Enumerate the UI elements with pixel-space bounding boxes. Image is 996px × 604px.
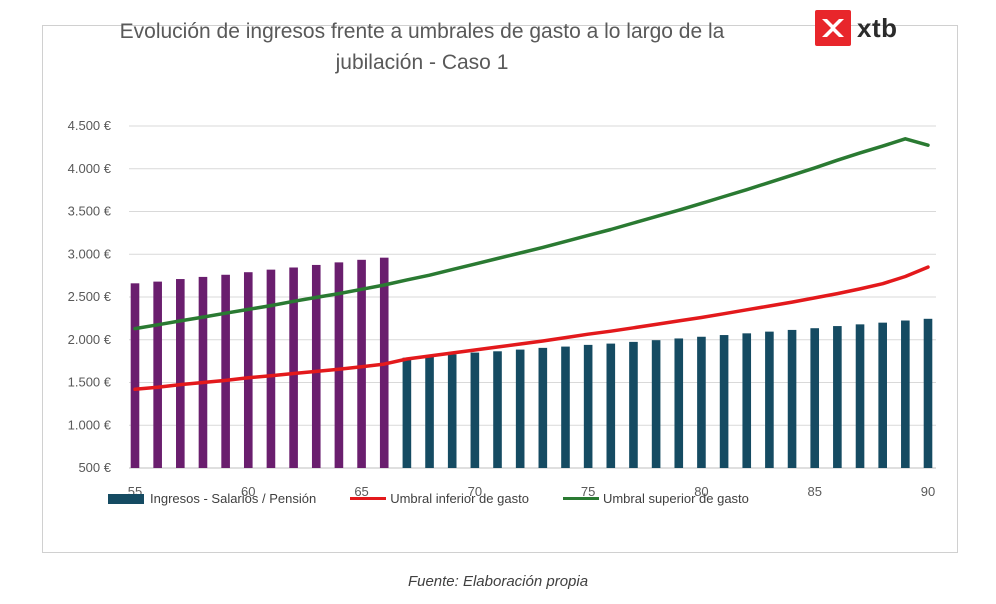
income-bar bbox=[198, 276, 208, 468]
income-bar bbox=[742, 333, 752, 468]
y-tick-label: 1.000 € bbox=[68, 417, 112, 432]
income-bars bbox=[130, 257, 933, 468]
income-bar bbox=[402, 357, 412, 468]
income-bar bbox=[629, 341, 638, 468]
income-bar bbox=[447, 354, 457, 468]
income-bar bbox=[538, 347, 548, 468]
legend-label-upper-threshold: Umbral superior de gasto bbox=[602, 491, 749, 506]
income-bar bbox=[606, 343, 616, 468]
x-tick-label: 80 bbox=[694, 484, 708, 499]
income-bar bbox=[289, 267, 298, 468]
income-bar bbox=[583, 344, 593, 468]
income-bar bbox=[697, 336, 706, 468]
x-tick-label: 65 bbox=[354, 484, 368, 499]
income-bar bbox=[493, 351, 502, 468]
income-bar bbox=[810, 328, 820, 468]
brand-name: xtb bbox=[857, 12, 898, 43]
income-bar bbox=[765, 331, 774, 468]
income-bar bbox=[266, 269, 276, 468]
legend-swatch-upper-threshold bbox=[562, 497, 599, 500]
y-tick-label: 3.000 € bbox=[68, 246, 112, 261]
y-tick-label: 500 € bbox=[78, 460, 111, 475]
legend-label-lower-threshold: Umbral inferior de gasto bbox=[390, 491, 529, 506]
xtb-logo-icon bbox=[815, 10, 851, 46]
income-bar bbox=[901, 320, 910, 468]
legend-item-income: Ingresos - Salarios / Pensión bbox=[108, 491, 316, 506]
y-tick-label: 1.500 € bbox=[68, 375, 112, 390]
brand-logo: xtb bbox=[815, 10, 898, 46]
x-tick-label: 70 bbox=[468, 484, 482, 499]
income-bar bbox=[311, 264, 321, 468]
income-bar bbox=[176, 279, 185, 468]
income-bar bbox=[470, 352, 480, 468]
y-axis-ticks: 500 € 1.000 € 1.500 € 2.000 € 2.500 € 3.000 €… bbox=[68, 118, 112, 475]
income-bar bbox=[153, 281, 162, 468]
income-bar bbox=[357, 259, 366, 468]
upper-threshold-line bbox=[133, 137, 930, 331]
y-tick-label: 4.500 € bbox=[68, 118, 112, 133]
legend-item-upper-threshold: Umbral superior de gasto bbox=[562, 491, 749, 506]
y-tick-label: 4.000 € bbox=[68, 161, 112, 176]
income-bar bbox=[651, 340, 661, 468]
x-tick-label: 85 bbox=[807, 484, 821, 499]
y-tick-label: 3.500 € bbox=[68, 204, 112, 219]
grid-lines bbox=[129, 125, 936, 469]
income-bar bbox=[674, 338, 684, 468]
income-bar bbox=[561, 346, 570, 468]
chart-title: Evolución de ingresos frente a umbrales … bbox=[119, 20, 725, 74]
legend-swatch-lower-threshold bbox=[350, 497, 387, 500]
income-bar bbox=[833, 326, 842, 468]
lower-threshold-line bbox=[133, 265, 930, 392]
legend: Ingresos - Salarios / Pensión Umbral inf… bbox=[108, 491, 783, 506]
income-bar bbox=[855, 324, 865, 468]
legend-swatch-income bbox=[108, 493, 144, 504]
x-tick-label: 60 bbox=[241, 484, 255, 499]
income-bar bbox=[334, 262, 344, 468]
x-tick-label: 75 bbox=[581, 484, 595, 499]
threshold-lines bbox=[133, 137, 930, 392]
source-note: Fuente: Elaboración propia bbox=[407, 573, 589, 590]
income-bar bbox=[425, 355, 434, 468]
income-bar bbox=[878, 322, 887, 468]
income-bar bbox=[221, 274, 230, 468]
income-bar bbox=[787, 329, 797, 468]
income-bar bbox=[130, 283, 140, 468]
income-bar bbox=[243, 272, 253, 468]
y-tick-label: 2.500 € bbox=[68, 289, 112, 304]
income-bar bbox=[515, 349, 525, 468]
income-bar bbox=[719, 335, 729, 468]
y-tick-label: 2.000 € bbox=[68, 332, 112, 347]
income-bar bbox=[923, 318, 933, 468]
x-tick-label: 90 bbox=[921, 484, 935, 499]
legend-label-income: Ingresos - Salarios / Pensión bbox=[150, 491, 317, 506]
legend-item-lower-threshold: Umbral inferior de gasto bbox=[350, 491, 529, 506]
